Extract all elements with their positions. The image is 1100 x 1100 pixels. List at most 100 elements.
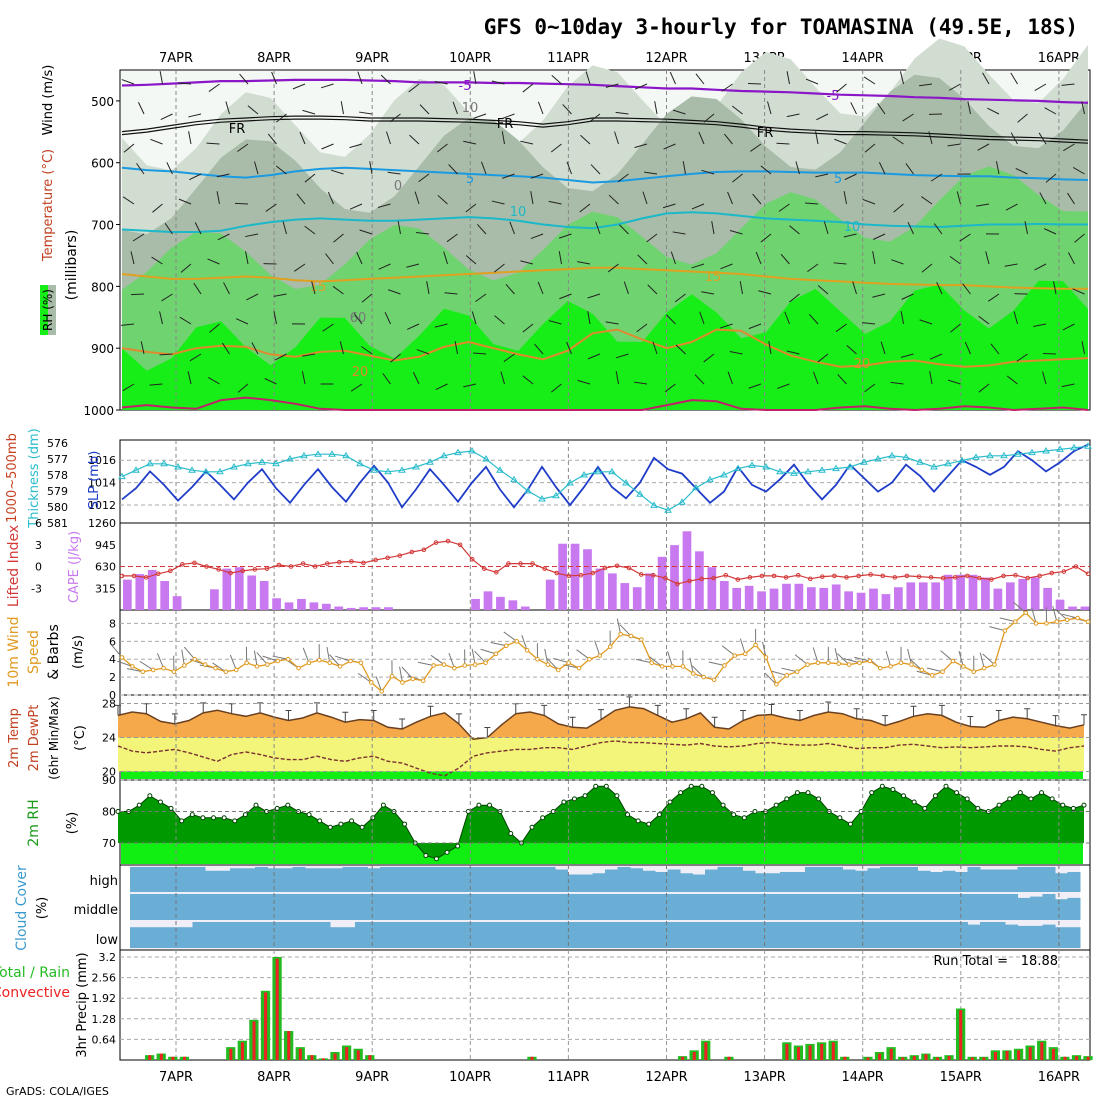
temp-tick: 24 — [102, 732, 116, 745]
wind-barb — [359, 229, 373, 235]
wind-barb — [665, 314, 676, 325]
wind-barb — [178, 198, 192, 205]
cloud-bar — [255, 894, 268, 920]
cape-bar — [1043, 587, 1052, 610]
thickness-marker — [468, 447, 476, 454]
li-marker — [469, 556, 475, 562]
li-marker — [349, 559, 354, 564]
isotherm-25 — [121, 396, 1089, 412]
surface-wind-barb — [117, 660, 133, 667]
wind-barb — [674, 293, 686, 303]
rh-marker — [603, 783, 609, 789]
wind-barb — [804, 202, 819, 205]
wind-barb — [465, 203, 477, 213]
cape-bar — [620, 583, 630, 610]
precip-conv-bar — [1051, 1048, 1055, 1060]
wind-barb — [448, 164, 458, 175]
cloud-bar — [380, 867, 393, 892]
thickness-marker — [496, 466, 504, 473]
li-marker — [735, 577, 741, 582]
precip-conv-bar — [947, 1056, 951, 1060]
cloud-bar — [817, 867, 831, 892]
thickness-marker — [706, 475, 714, 483]
rh-marker — [455, 843, 461, 849]
surface-wind-barb — [999, 617, 1016, 623]
temp-errorbar — [768, 704, 775, 715]
thickness-marker — [762, 463, 770, 470]
wind-marker — [265, 662, 270, 667]
thickness-marker — [1014, 450, 1022, 457]
wind-barb — [739, 281, 743, 295]
cloud-bar — [780, 872, 793, 892]
wind-barb — [837, 374, 847, 385]
wind-barb — [695, 73, 705, 85]
date-label-bottom: 14APR — [842, 1070, 884, 1085]
wind-barb — [1063, 143, 1075, 152]
run-total-value: 18.88 — [1021, 954, 1058, 969]
cloud-bar — [517, 867, 531, 892]
temp-errorbar — [654, 704, 661, 716]
li-tick: 0 — [35, 561, 42, 574]
wind-barb — [836, 83, 847, 93]
wind-barb — [481, 161, 487, 175]
thickness-marker — [832, 464, 840, 472]
cloud-bar — [692, 922, 706, 948]
cloud-bar — [980, 869, 993, 892]
temp-errorbar — [171, 713, 178, 724]
wind-barb — [760, 165, 772, 175]
wind-barb — [978, 383, 990, 393]
li-marker — [663, 575, 668, 581]
li-marker — [638, 572, 644, 577]
cloud-bar — [917, 870, 931, 892]
wind-marker — [587, 656, 592, 662]
cloud-bar — [630, 868, 643, 892]
wind-marker — [639, 637, 644, 642]
wind-barb — [636, 323, 648, 333]
li-marker — [192, 560, 197, 566]
thickness-marker — [636, 490, 644, 497]
wind-barb — [1043, 228, 1057, 235]
rh-marker — [338, 821, 344, 827]
cloud-bar — [767, 922, 781, 948]
thickness-marker — [216, 467, 224, 475]
cape-bar — [259, 581, 269, 610]
cloud-bar — [655, 872, 668, 892]
wind-barb — [720, 263, 733, 270]
rh-marker — [582, 793, 588, 799]
cloud-bar — [417, 922, 431, 948]
cape-bar — [545, 579, 555, 610]
cloud-bar — [492, 922, 506, 948]
wind-barb — [701, 291, 715, 295]
cloud-bar — [567, 874, 581, 892]
wind-barb — [777, 383, 790, 389]
wind-barb — [1074, 233, 1085, 243]
temp-ylabel-d: (°C) — [73, 725, 88, 751]
li-marker — [264, 566, 270, 571]
label-minus5-a: -5 — [459, 79, 472, 94]
date-label-top: 16APR — [1038, 51, 1080, 66]
wind-barb — [520, 140, 534, 145]
cloud-bar — [930, 922, 943, 948]
wind-barb — [995, 161, 1000, 175]
temp-errorbar — [1052, 715, 1059, 726]
wind-barb — [180, 263, 192, 273]
wind-barb — [187, 371, 192, 385]
temp-errorbar — [200, 702, 207, 713]
wind-marker — [389, 673, 395, 679]
wind-barb — [387, 171, 401, 175]
cape-bar — [732, 587, 742, 610]
thickness-ylabel: Thickness (dm) — [27, 428, 42, 528]
wind-barb — [332, 285, 344, 295]
wind-barb — [361, 346, 373, 355]
cloud-bar — [780, 922, 793, 948]
wind-barb — [388, 289, 401, 295]
wind-barb — [293, 263, 306, 272]
cape-bar — [160, 581, 170, 610]
cloud-bar — [1017, 925, 1031, 948]
date-label-top: 11APR — [547, 51, 589, 66]
wind-barb — [494, 315, 505, 325]
surface-wind-barb — [490, 641, 507, 647]
precip-conv-bar — [901, 1057, 905, 1060]
wind-barb — [325, 253, 334, 265]
rh-marker — [540, 815, 546, 821]
